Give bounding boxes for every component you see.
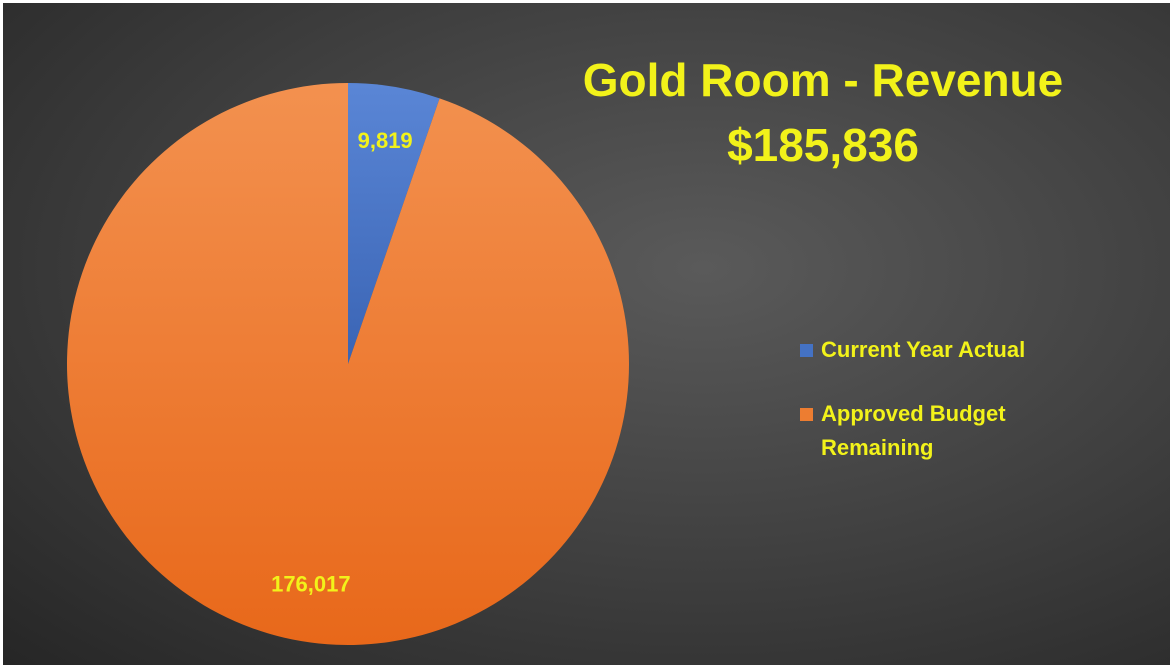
pie-area: 9,819 176,017	[66, 83, 629, 645]
chart: 9,819 176,017 Gold Room - Revenue $185,83…	[3, 3, 1170, 665]
chart-title: Gold Room - Revenue	[582, 54, 1064, 106]
data-label: 176,017	[271, 572, 351, 597]
data-label: 9,819	[358, 128, 413, 153]
legend-swatch	[800, 344, 813, 357]
pie-slice	[66, 83, 629, 645]
pie-slice	[348, 83, 440, 364]
legend-entry: Approved Budget Remaining	[800, 397, 1090, 465]
legend-entry: Current Year Actual	[800, 333, 1090, 367]
chart-subtitle: $185,836	[727, 119, 919, 171]
legend-swatch	[800, 408, 813, 421]
legend-label: Approved Budget Remaining	[821, 401, 1006, 460]
legend-label: Current Year Actual	[821, 337, 1026, 362]
